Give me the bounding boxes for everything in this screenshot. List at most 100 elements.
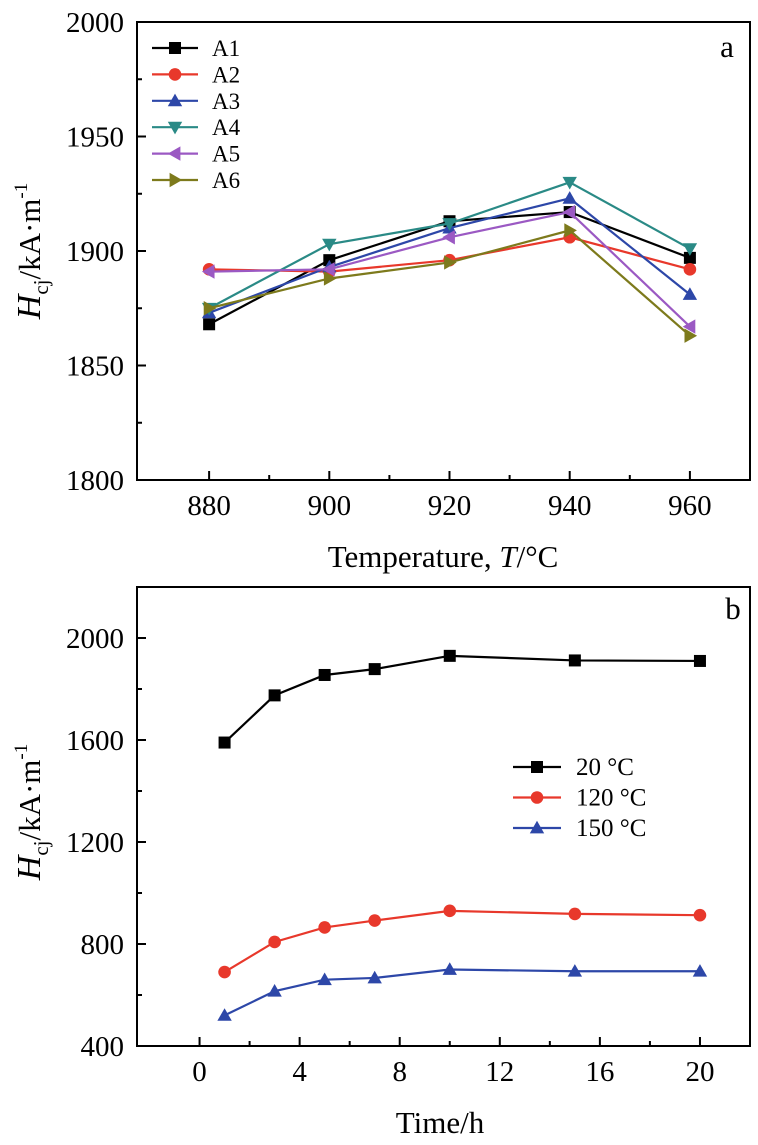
- y-tick-label: 2000: [66, 623, 124, 655]
- data-point: [323, 271, 337, 286]
- y-tick-label: 1800: [66, 465, 124, 497]
- data-point: [322, 238, 337, 252]
- legend-b: 20 °C 120 °C 150 °C: [513, 754, 646, 842]
- x-axis-title-b: Time/h: [396, 1105, 485, 1140]
- series-b-3: [217, 962, 708, 1021]
- legend-marker: [168, 68, 182, 81]
- y-tick-label: 1850: [66, 351, 124, 383]
- y-tick-label: 1200: [66, 827, 124, 859]
- axis-ticks-a: 880 900 920 940 960 1800 1850 1900 1950 2000: [66, 7, 712, 522]
- x-tick-label: 920: [428, 490, 472, 522]
- data-point: [442, 218, 457, 231]
- panel-label-b: b: [725, 591, 741, 626]
- data-point: [567, 964, 583, 977]
- chart-panel-b: 0 4 8 12 16 20 400 800 1200 1600 2000 20 °C 120 °C 1…: [11, 586, 751, 1140]
- data-point: [683, 263, 697, 276]
- y-axis-title-var-a: H: [11, 292, 48, 320]
- series-a-5: [201, 204, 696, 334]
- data-point: [692, 964, 708, 977]
- y-axis-title-sup-b: -1: [11, 744, 32, 760]
- x-axis-title-text-a: Temperature,: [328, 539, 500, 574]
- data-point: [684, 328, 698, 343]
- data-point: [367, 970, 382, 984]
- data-point: [682, 243, 698, 256]
- legend-marker: [531, 761, 543, 773]
- x-tick-label: 900: [308, 490, 352, 522]
- data-point: [217, 1008, 232, 1021]
- legend-marker: [530, 791, 544, 804]
- y-tick-label: 1950: [66, 122, 124, 154]
- data-point: [318, 921, 331, 934]
- x-tick-label: 0: [192, 1056, 207, 1088]
- panel-label-a: a: [720, 29, 734, 64]
- series-line: [208, 229, 691, 337]
- data-point: [322, 262, 335, 277]
- series-b-1: [218, 649, 706, 749]
- legend-label: 20 °C: [576, 754, 634, 781]
- data-point: [562, 176, 577, 190]
- data-point: [268, 935, 281, 949]
- series-group-a: [201, 176, 698, 343]
- legend-label: A4: [212, 115, 241, 140]
- data-point: [693, 908, 707, 922]
- y-tick-label: 1600: [66, 725, 124, 757]
- y-axis-title-b: Hcj/kA·m-1: [11, 744, 53, 881]
- data-point: [368, 914, 381, 927]
- data-point: [443, 904, 457, 918]
- x-tick-label: 940: [548, 490, 592, 522]
- data-point: [568, 907, 582, 921]
- legend-label: A1: [212, 36, 240, 61]
- x-tick-label: 960: [668, 490, 712, 522]
- data-point: [568, 654, 581, 667]
- y-axis-title-var-b: H: [11, 853, 48, 881]
- y-axis-title-a: Hcj/kA·m-1: [11, 183, 53, 320]
- data-point: [682, 287, 698, 300]
- x-axis-title-var-a: T: [499, 539, 519, 574]
- legend-marker: [167, 146, 181, 161]
- plot-frame-b: [136, 586, 751, 1047]
- x-tick-label: 880: [187, 490, 231, 522]
- legend-label: A2: [212, 62, 240, 87]
- axis-ticks-b: 0 4 8 12 16 20 400 800 1200 1600 2000: [66, 623, 714, 1088]
- y-axis-title-sub-b: cj: [29, 841, 53, 856]
- data-point: [442, 962, 457, 975]
- x-tick-label: 4: [292, 1056, 307, 1088]
- legend-label: 120 °C: [576, 785, 646, 812]
- x-axis-title-unit-a: /°C: [517, 539, 559, 574]
- data-point: [218, 736, 231, 749]
- data-point: [218, 965, 231, 979]
- series-a-4: [201, 176, 698, 316]
- legend-label: A5: [212, 142, 240, 167]
- y-tick-label: 1900: [66, 236, 124, 268]
- data-point: [682, 319, 696, 334]
- y-axis-title-unit-b: /kA·m: [12, 760, 47, 841]
- legend-marker: [167, 121, 183, 135]
- legend-label: 150 °C: [576, 815, 646, 842]
- x-tick-label: 12: [485, 1056, 514, 1088]
- x-tick-label: 8: [392, 1056, 407, 1088]
- data-point: [443, 649, 456, 662]
- data-point: [318, 668, 331, 681]
- series-a-6: [203, 223, 698, 343]
- y-tick-label: 800: [81, 929, 125, 961]
- y-axis-title-sub-a: cj: [29, 280, 53, 295]
- series-group-b: [217, 649, 708, 1021]
- y-axis-title-unit-a: /kA·m: [12, 199, 47, 280]
- legend-marker: [167, 93, 183, 107]
- data-point: [267, 983, 282, 997]
- data-point: [562, 204, 576, 220]
- data-point: [564, 223, 577, 238]
- x-axis-title-a: Temperature, T/°C: [328, 539, 559, 574]
- series-line: [223, 654, 700, 744]
- legend-marker: [169, 42, 181, 54]
- legend-label: A6: [212, 168, 240, 193]
- data-point: [368, 663, 381, 676]
- y-tick-label: 2000: [66, 7, 124, 39]
- y-tick-label: 400: [81, 1031, 125, 1063]
- legend-marker: [169, 172, 183, 188]
- data-point: [562, 191, 577, 204]
- data-point: [203, 301, 217, 316]
- data-point: [203, 318, 216, 331]
